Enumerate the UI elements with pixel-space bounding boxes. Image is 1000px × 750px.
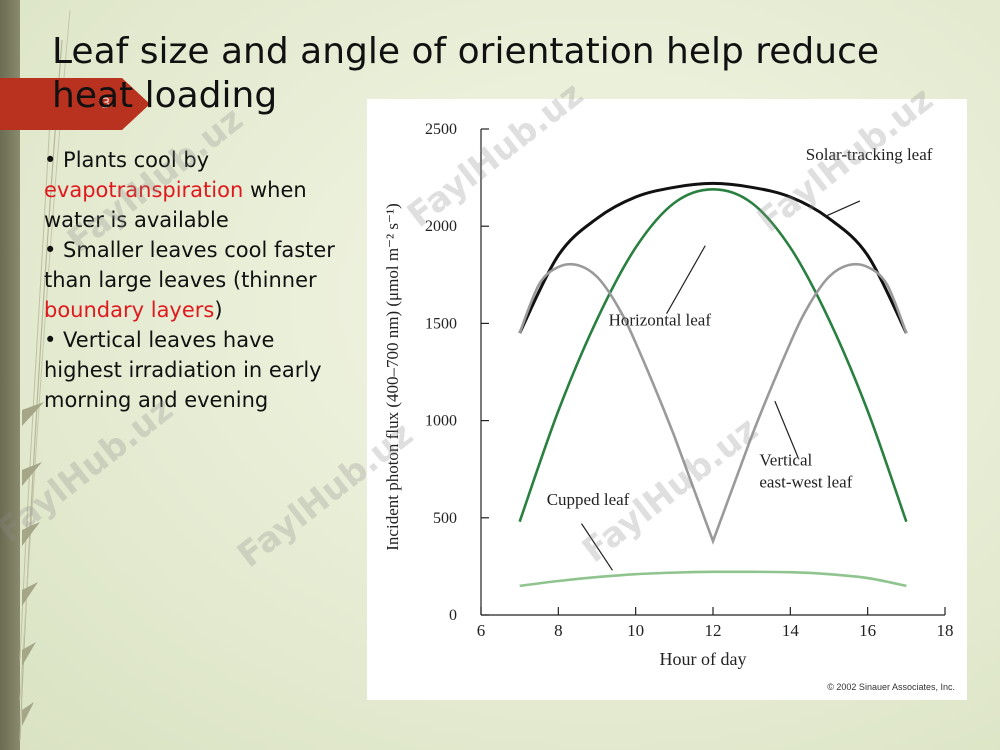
annotation-label: Solar-tracking leaf xyxy=(806,145,933,164)
bullet-text: ) xyxy=(214,298,223,322)
chart-panel: 6 8 10 12 14 16 18 0 500 1000 1500 2000 2500 Hour of … xyxy=(367,99,967,700)
photon-flux-chart: 6 8 10 12 14 16 18 0 500 1000 1500 2000 2500 Hour of … xyxy=(383,121,955,692)
decorative-lines xyxy=(19,9,71,741)
x-tick-label: 12 xyxy=(705,621,722,640)
bullet-list: • Plants cool by evapotranspiration when… xyxy=(44,145,354,415)
annotation-leader xyxy=(666,245,706,314)
slide-title-line-1: Leaf size and angle of orientation help … xyxy=(52,31,880,72)
y-tick-label: 500 xyxy=(433,510,457,527)
annotation-leader xyxy=(774,400,799,458)
highlighted-term: evapotranspiration xyxy=(44,178,244,202)
series-line xyxy=(519,570,907,588)
y-tick-label: 1500 xyxy=(425,315,457,332)
x-tick-label: 8 xyxy=(554,621,563,640)
y-tick-label: 2500 xyxy=(425,121,457,138)
x-tick-label: 6 xyxy=(477,621,486,640)
annotation-label: Horizontal leaf xyxy=(609,310,712,329)
annotation-leader xyxy=(581,523,613,571)
x-tick-label: 14 xyxy=(782,621,800,640)
series-line xyxy=(518,187,908,523)
series-line xyxy=(518,181,908,334)
y-tick-label: 2000 xyxy=(425,218,457,235)
bullet-text: • Plants cool by xyxy=(44,148,210,172)
y-axis-label: Incident photon flux (400–700 nm) (μmol … xyxy=(383,203,402,550)
highlighted-term: boundary layers xyxy=(44,298,215,322)
x-tick-label: 10 xyxy=(627,621,644,640)
bullet-text: when water is available xyxy=(44,178,307,232)
bullet-item: • Plants cool by evapotranspiration when… xyxy=(44,145,354,235)
bullet-item: • Vertical leaves have highest irradiati… xyxy=(44,325,354,415)
x-tick-label: 16 xyxy=(859,621,876,640)
annotation-label: Vertical xyxy=(759,450,812,469)
slide-number-tab xyxy=(0,78,150,130)
left-edge-bar xyxy=(0,0,20,750)
x-axis-label: Hour of day xyxy=(660,649,747,669)
bullet-item: • Smaller leaves cool faster than large … xyxy=(44,235,354,325)
annotation-label: Cupped leaf xyxy=(547,490,630,509)
slide-title-line-2: heat loading xyxy=(52,75,278,116)
slide-title: Leaf size and angle of orientation help … xyxy=(52,30,932,118)
y-tick-label: 1000 xyxy=(425,413,457,430)
copyright-text: © 2002 Sinauer Associates, Inc. xyxy=(827,682,955,692)
slide-number: 3 xyxy=(101,96,111,112)
y-tick-label: 0 xyxy=(449,607,457,624)
annotation-label: east-west leaf xyxy=(759,472,852,491)
x-tick-label: 18 xyxy=(937,621,954,640)
bullet-text: • Smaller leaves cool faster than large … xyxy=(44,238,335,292)
series-line xyxy=(518,262,908,545)
bullet-text: • Vertical leaves have highest irradiati… xyxy=(44,328,322,412)
annotation-leader xyxy=(824,200,861,218)
